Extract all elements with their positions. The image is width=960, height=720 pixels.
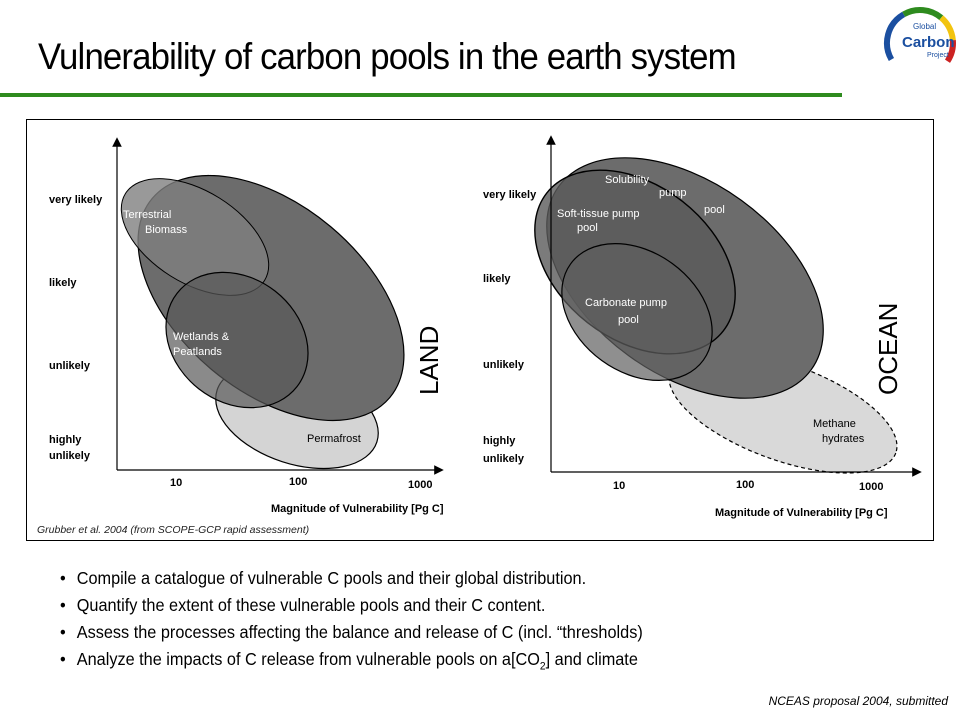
logo-text-project: Project [927,52,949,59]
logo-text-carbon: Carbon [902,34,955,51]
y-label-unlikely: unlikely [483,359,525,371]
footer-note: NCEAS proposal 2004, submitted [768,694,948,708]
bullet-text: Quantify the extent of these vulnerable … [76,595,546,615]
pool-label-hydrates: hydrates [822,433,865,445]
x-tick-10: 10 [613,480,625,492]
y-label-likely: likely [49,277,77,289]
pool-label-soft-tissue: Soft-tissue pump [557,208,640,220]
pool-wetlands-peatlands [165,271,309,409]
x-tick-1000: 1000 [408,479,432,491]
subscript-2: 2 [539,660,546,673]
y-label-very-likely: very likely [49,194,103,206]
bullet-item: Assess the processes affecting the balan… [60,619,643,646]
y-label-very-likely: very likely [483,189,537,201]
pool-label-carbonate-pool: pool [618,314,639,326]
vulnerability-figure: Soil carbon Terrestrial Biomass Wetlands… [26,119,934,541]
y-label-highly-unlikely: unlikely [483,453,525,465]
bullet-text: Assess the processes affecting the balan… [76,622,643,642]
slide-title: Vulnerability of carbon pools in the ear… [38,36,737,77]
pool-label-wetlands: Wetlands & [173,331,230,343]
pool-label-carbonate: Carbonate pump [585,297,667,309]
x-tick-100: 100 [736,479,754,491]
bullet-item: Quantify the extent of these vulnerable … [60,592,643,619]
logo-text-global: Global [913,22,936,31]
pool-label-solubility: Solubility [605,174,650,186]
section-label-land: LAND [414,326,444,395]
bullet-list: Compile a catalogue of vulnerable C pool… [60,565,643,673]
bullet-item: Analyze the impacts of C release from vu… [60,646,643,673]
pool-label-solubility-pump: pump [659,187,687,199]
pool-carbonate-pump [561,242,713,382]
y-label-highly-unlikely: unlikely [49,450,91,462]
x-axis-title: Magnitude of Vulnerability [Pg C] [715,507,888,519]
global-carbon-project-logo: Global Carbon Project [884,7,956,79]
x-tick-100: 100 [289,476,307,488]
bullet-item: Compile a catalogue of vulnerable C pool… [60,565,643,592]
bullet-text: Compile a catalogue of vulnerable C pool… [76,568,587,588]
title-underline [0,93,842,97]
x-tick-10: 10 [170,477,182,489]
pool-label-terrestrial: Terrestrial [123,209,171,221]
pool-label-solubility-pool: pool [704,204,725,216]
y-label-highly: highly [483,435,516,447]
y-label-unlikely: unlikely [49,360,91,372]
pool-label-permafrost: Permafrost [307,433,361,445]
bullet-text-end: ] and climate [545,649,638,669]
bullet-text: Analyze the impacts of C release from vu… [76,649,540,669]
pool-label-peatlands: Peatlands [173,346,222,358]
x-tick-1000: 1000 [859,481,883,493]
pool-label-soft-tissue-pool: pool [577,222,598,234]
y-label-likely: likely [483,273,511,285]
pool-label-biomass: Biomass [145,224,188,236]
land-diagram: Soil carbon Terrestrial Biomass Wetlands… [49,137,444,515]
figure-citation: Grubber et al. 2004 (from SCOPE-GCP rapi… [37,524,309,536]
y-label-highly: highly [49,434,82,446]
pool-terrestrial-biomass [120,178,270,296]
ocean-diagram: Solubility pump pool Soft-tissue pump po… [483,135,922,519]
section-label-ocean: OCEAN [873,303,903,395]
pool-label-soil-carbon: Soil carbon [172,166,227,178]
x-axis-title: Magnitude of Vulnerability [Pg C] [271,503,444,515]
pool-label-methane: Methane [813,418,856,430]
